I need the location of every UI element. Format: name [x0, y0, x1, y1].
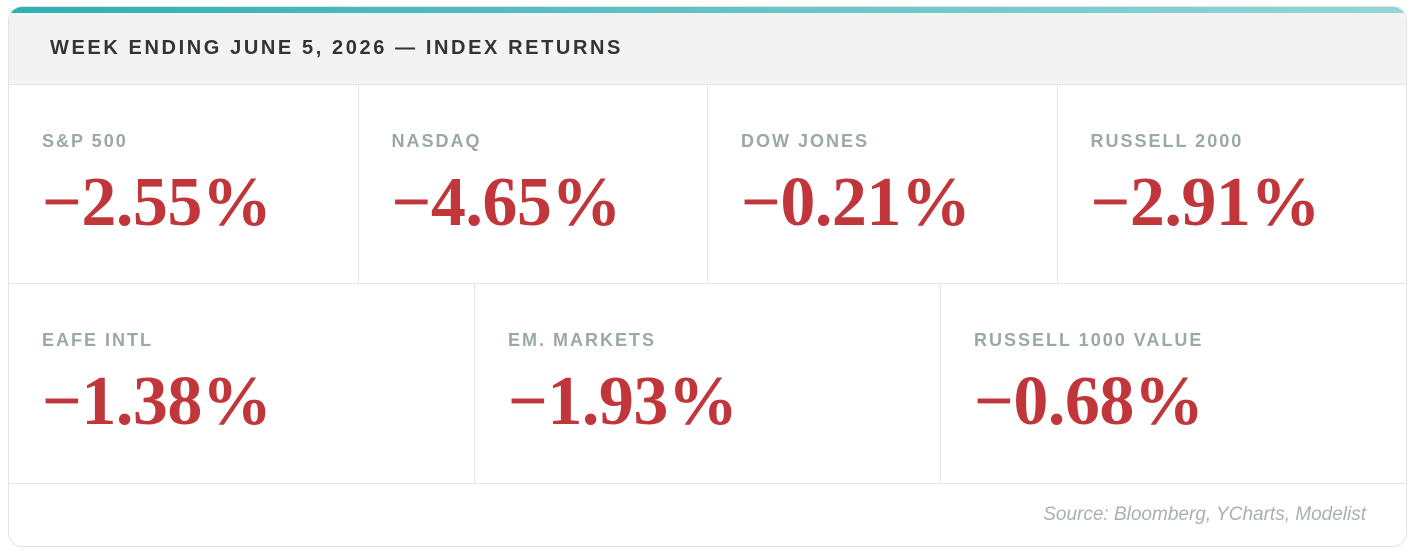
index-return: −1.38% [42, 363, 272, 440]
index-return: −1.93% [508, 363, 738, 440]
index-tile: RUSSELL 1000 VALUE −0.68% [941, 284, 1406, 483]
index-tile: NASDAQ −4.65% [359, 85, 708, 283]
index-label: RUSSELL 1000 VALUE [974, 330, 1204, 350]
tile-row: S&P 500 −2.55% NASDAQ −4.65% DOW JONES −0.21%… [9, 85, 1406, 284]
index-label: RUSSELL 2000 [1090, 131, 1244, 151]
index-return: −0.21% [741, 164, 971, 241]
index-tile: DOW JONES −0.21% [708, 85, 1058, 283]
tile-grid: S&P 500 −2.55% NASDAQ −4.65% DOW JONES −0.21%… [9, 85, 1406, 484]
source: Source: Bloomberg, YCharts, Modelist [1043, 503, 1366, 525]
tile-row: EAFE INTL −1.38% EM. MARKETS −1.93% RUSSELL … [9, 284, 1406, 484]
index-tile: S&P 500 −2.55% [9, 85, 359, 283]
accent-bar [9, 7, 1406, 13]
index-return: −0.68% [974, 363, 1204, 440]
returns-card: WEEK ENDING JUNE 5, 2026 — INDEX RETURNS… [8, 6, 1407, 547]
title: WEEK ENDING JUNE 5, 2026 — INDEX RETURNS [50, 37, 623, 59]
index-return: −2.55% [42, 164, 272, 241]
index-tile: RUSSELL 2000 −2.91% [1058, 85, 1407, 283]
index-label: S&P 500 [42, 131, 128, 151]
index-label: EM. MARKETS [508, 330, 656, 350]
index-label: NASDAQ [391, 131, 482, 151]
index-tile: EM. MARKETS −1.93% [475, 284, 941, 483]
footer: Source: Bloomberg, YCharts, Modelist [9, 484, 1406, 545]
index-return: −2.91% [1090, 164, 1321, 241]
index-label: DOW JONES [741, 131, 870, 151]
index-label: EAFE INTL [42, 330, 153, 350]
header: WEEK ENDING JUNE 5, 2026 — INDEX RETURNS [9, 13, 1406, 85]
index-tile: EAFE INTL −1.38% [9, 284, 475, 483]
index-return: −4.65% [391, 164, 622, 241]
